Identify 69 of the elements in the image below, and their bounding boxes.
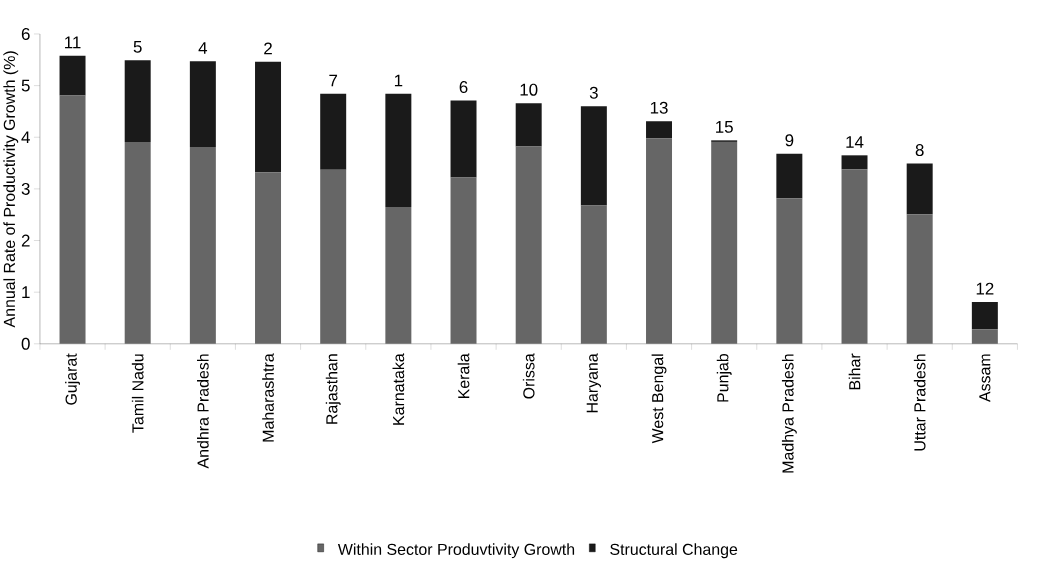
bar [971,329,998,344]
bar [255,172,282,344]
x-tick-label: Bihar [848,353,861,390]
legend-label: Within Sector Produvtivity Growth [337,543,575,559]
bar [385,207,412,344]
y-tick-label: 5 [21,79,30,92]
annotation: 4 [198,42,208,54]
annotation: 6 [459,81,468,94]
bar [515,146,542,344]
bar [189,61,216,148]
bar [711,142,738,344]
x-tick-label: Gujarat [65,353,80,405]
bar [971,302,998,330]
x-tick-label: Haryana [586,353,601,413]
bar [124,142,151,344]
bar [580,205,607,344]
annotation: 9 [785,134,794,147]
bar [450,100,477,178]
y-tick-label: 4 [21,131,30,144]
x-tick-label: Madhya Pradesh [781,354,797,473]
bar [255,62,282,173]
legend-label: Structural Change [610,543,738,559]
bar [59,95,86,344]
bar [841,155,868,170]
x-tick-label: Kerala [457,353,470,399]
bar [841,169,868,344]
bar [515,103,542,147]
x-tick-label: Maharashtra [262,353,274,442]
bar [385,94,412,208]
bar [906,163,933,215]
x-tick-label: Orissa [522,353,535,399]
x-tick-label: Uttar Pradesh [913,354,926,451]
y-tick-label: 0 [21,337,30,350]
annotation: 15 [716,121,733,133]
annotation: 12 [976,282,994,295]
annotation: 7 [329,74,338,87]
bar [580,106,607,206]
bar [776,198,803,344]
annotation: 13 [650,101,668,114]
y-tick-label: 1 [22,286,30,299]
annotation: 1 [394,74,403,87]
y-axis-title: Annual Rate of Productivity Growth (%) [3,51,19,328]
bar [59,55,86,96]
x-tick-label: West Bengal [651,354,667,444]
bar [646,121,673,139]
y-tick-label: 2 [21,234,30,247]
annotation: 10 [520,83,538,96]
y-tick-label: 3 [21,183,30,196]
x-tick-label: Assam [979,354,991,403]
bar [906,214,933,344]
annotation: 14 [846,136,864,148]
x-tick-label: Andhra Pradesh [197,354,209,469]
bar [124,60,151,143]
x-tick-label: Tamil Nadu [131,354,144,433]
bar [776,153,803,199]
bar [450,177,477,344]
annotation: 11 [65,36,81,49]
bar [320,169,347,344]
y-tick-label: 6 [21,28,30,41]
annotation: 8 [915,144,924,157]
annotation: 3 [589,86,598,99]
x-tick-label: Karnataka [392,353,405,425]
x-tick-label: Punjab [716,354,732,402]
annotation: 2 [264,42,272,55]
bar [320,94,347,170]
bar [646,138,673,344]
bar [189,147,216,344]
x-tick-label: Rajasthan [325,354,341,424]
annotation: 5 [133,41,142,53]
